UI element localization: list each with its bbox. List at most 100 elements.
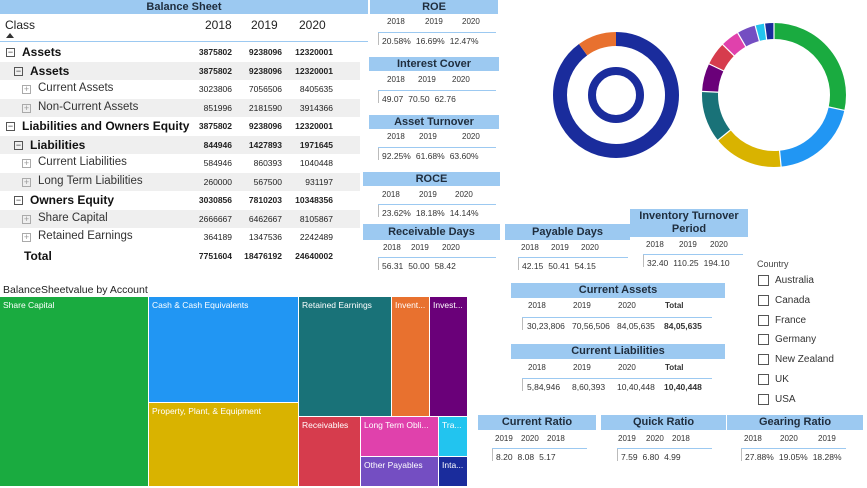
collapse-icon-liabilities[interactable]: − <box>14 139 23 150</box>
donut-right-ring-segment-2[interactable] <box>717 129 782 167</box>
bs-value-liabilities-2019: 1427893 <box>248 139 282 150</box>
bs-value-liabilities-2020: 1971645 <box>299 139 333 150</box>
treemap-tile-4[interactable]: Invent... <box>392 297 430 417</box>
treemap-tile-2[interactable]: Property, Plant, & Equipment <box>149 403 299 487</box>
treemap-tile-10[interactable]: Inta... <box>439 457 468 487</box>
donut-left-inner-segment-0[interactable] <box>588 67 644 123</box>
treemap-tile-6[interactable]: Receivables <box>299 417 361 487</box>
bs-value-non-current-assets-2019: 2181590 <box>248 102 282 113</box>
current-liabilities-title: Current Liabilities <box>511 344 725 359</box>
checkbox-icon[interactable] <box>758 354 769 366</box>
donut-left[interactable] <box>553 32 679 158</box>
country-option-canada[interactable]: Canada <box>758 294 811 306</box>
quick-ratio-divider <box>617 448 712 449</box>
country-option-australia[interactable]: Australia <box>758 275 814 286</box>
donut-right[interactable] <box>701 22 846 168</box>
class-column-header[interactable]: Class <box>5 18 36 32</box>
bs-label-owners-equity: Owners Equity <box>30 193 115 207</box>
interest-cover-divider <box>378 90 496 91</box>
roe-year-2018: 2018 <box>387 17 405 26</box>
country-filter-title: Country <box>757 259 789 269</box>
expand-icon-long-term-liabilities[interactable]: + <box>22 176 31 187</box>
quick-ratio-value-2020: 6.80 <box>642 452 660 462</box>
country-option-usa[interactable]: USA <box>758 393 796 405</box>
payable-days-year-2019: 2019 <box>551 243 569 252</box>
payable-days-divider <box>518 257 628 258</box>
collapse-icon-owners-equity[interactable]: − <box>14 195 23 205</box>
collapse-icon-assets[interactable]: − <box>6 47 15 57</box>
donut-right-ring-segment-4[interactable] <box>702 63 724 93</box>
collapse-icon-assets-sub[interactable]: − <box>14 65 23 76</box>
payable-days-value-2020: 54.15 <box>574 261 596 271</box>
gearing-ratio-values: 27.88% 19.05% 18.28% <box>745 452 847 462</box>
asset-turnover-title: Asset Turnover <box>369 115 499 129</box>
current-assets-total-value: 84,05,635 <box>664 321 702 331</box>
expand-icon-share-capital[interactable]: + <box>22 213 31 224</box>
treemap-title: BalanceSheetvalue by Account <box>3 284 148 296</box>
donut-right-ring-segment-3[interactable] <box>702 91 731 141</box>
treemap-tile-1[interactable]: Cash & Cash Equivalents <box>149 297 299 403</box>
expand-icon-non-current-assets[interactable]: + <box>22 102 31 113</box>
payable-days-row-edge <box>518 258 519 270</box>
bs-row-liabilities-and-owners-equity: − Liabilities and Owners Equity 3875802 923… <box>0 117 360 135</box>
expand-icon-current-liabilities[interactable]: + <box>22 158 31 168</box>
treemap-tile-0[interactable]: Share Capital <box>0 297 149 487</box>
treemap-tile-3[interactable]: Retained Earnings <box>299 297 392 417</box>
treemap-tile-9[interactable]: Other Payables <box>361 457 439 487</box>
donut-right-ring-segment-7[interactable] <box>737 25 760 47</box>
receivable-days-year-2018: 2018 <box>383 243 401 252</box>
bs-row-current-liabilities: + Current Liabilities 584946 860393 1040448 <box>0 154 360 172</box>
expand-icon-retained-earnings[interactable]: + <box>22 232 31 242</box>
country-option-uk[interactable]: UK <box>758 374 789 385</box>
bs-label-share-capital: Share Capital <box>38 211 108 224</box>
gearing-ratio-divider <box>741 448 846 449</box>
checkbox-icon[interactable] <box>758 314 769 326</box>
roce-value-2018: 23.62% <box>382 208 411 218</box>
bs-value-current-liabilities-2020: 1040448 <box>299 158 333 168</box>
interest-cover-year-2018: 2018 <box>387 75 405 84</box>
donut-left-outer-segment-0[interactable] <box>553 32 679 158</box>
current-ratio-value-2018: 5.17 <box>539 452 556 462</box>
checkbox-icon[interactable] <box>758 294 769 306</box>
interest-cover-year-2020: 2020 <box>452 75 470 84</box>
donut-left-outer-segment-1[interactable] <box>578 32 617 56</box>
expand-icon-current-assets[interactable]: + <box>22 84 31 94</box>
treemap: Share Capital Cash & Cash Equivalents Prop… <box>0 297 468 487</box>
treemap-tile-7[interactable]: Long Term Obli... <box>361 417 439 457</box>
roe-value-2019: 16.69% <box>415 36 445 46</box>
payable-days-title: Payable Days <box>505 224 630 240</box>
donut-right-ring-segment-6[interactable] <box>722 32 746 56</box>
payable-days-year-2018: 2018 <box>521 243 539 252</box>
treemap-tile-8[interactable]: Tra... <box>439 417 468 457</box>
bs-value-current-assets-2018: 3023806 <box>198 84 232 94</box>
country-option-france[interactable]: France <box>758 314 806 326</box>
receivable-days-value-2019: 50.00 <box>408 261 430 271</box>
treemap-tile-5[interactable]: Invest... <box>430 297 468 417</box>
country-option-germany[interactable]: Germany <box>758 334 816 346</box>
sort-ascending-icon[interactable] <box>6 33 14 38</box>
checkbox-icon[interactable] <box>758 334 769 346</box>
current-liabilities-year-2018: 2018 <box>528 363 546 372</box>
donut-right-ring-segment-5[interactable] <box>709 44 735 72</box>
bs-value-owners-equity-2019: 7810203 <box>248 195 282 205</box>
checkbox-icon[interactable] <box>758 275 769 286</box>
roce-year-2020: 2020 <box>455 190 473 199</box>
donut-right-ring-segment-1[interactable] <box>779 106 845 167</box>
checkbox-icon[interactable] <box>758 374 769 385</box>
receivable-days-value-2020: 58.42 <box>434 261 456 271</box>
asset-turnover-values: 92.25% 61.68% 63.60% <box>382 151 484 161</box>
bs-row-assets: − Assets 3875802 9238096 12320001 <box>0 43 360 61</box>
checkbox-icon[interactable] <box>758 393 769 405</box>
roe-row-edge <box>378 33 379 45</box>
country-option-label: Canada <box>775 294 811 306</box>
country-option-new-zealand[interactable]: New Zealand <box>758 354 834 366</box>
donut-right-separator-7 <box>736 31 747 48</box>
collapse-icon-liabilities-and-owners-equity[interactable]: − <box>6 121 15 131</box>
donut-right-ring-segment-8[interactable] <box>755 23 767 41</box>
asset-turnover-value-2020: 63.60% <box>449 151 479 161</box>
receivable-days-values: 56.31 50.00 58.42 <box>382 261 461 271</box>
gearing-ratio-value-2018: 27.88% <box>745 452 774 462</box>
bs-value-liabilities-and-owners-equity-2018: 3875802 <box>198 121 232 131</box>
donut-right-ring-segment-0[interactable] <box>773 23 846 111</box>
donut-right-ring-segment-9[interactable] <box>764 23 775 40</box>
